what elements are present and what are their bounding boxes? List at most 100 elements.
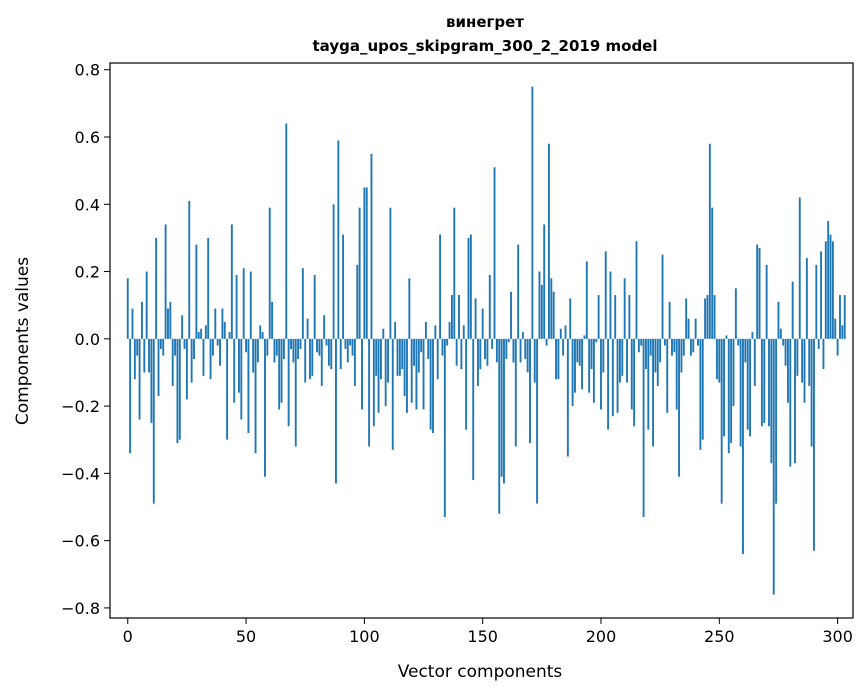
y-axis-ticks: −0.8 −0.6 −0.4 −0.2 0.0 0.2 0.4 0.6 0.8 [61, 61, 110, 618]
bar [824, 241, 827, 339]
bar [727, 338, 730, 454]
bar [292, 338, 295, 363]
bar [240, 338, 243, 420]
chart-title-line-2: tayga_upos_skipgram_300_2_2019 model [313, 37, 658, 55]
bar [621, 338, 624, 376]
bar [540, 285, 543, 339]
bar [626, 338, 628, 383]
bar [254, 338, 257, 454]
bar [261, 332, 264, 339]
bar [427, 338, 430, 359]
bar [649, 338, 652, 356]
bar [190, 338, 193, 383]
bar [652, 338, 654, 447]
bar [148, 338, 150, 373]
bar [654, 338, 657, 373]
bar [734, 288, 737, 339]
bar [287, 338, 290, 427]
bar [450, 295, 453, 339]
bar [344, 338, 347, 349]
bar [815, 264, 818, 339]
bar [214, 308, 217, 339]
bar [278, 338, 281, 410]
bar [775, 338, 778, 504]
bar [550, 278, 553, 339]
bar [618, 338, 621, 383]
bar [356, 264, 359, 339]
bar [536, 338, 539, 504]
bar [238, 338, 240, 393]
bar [290, 338, 292, 349]
bar [434, 325, 437, 339]
bar [446, 338, 449, 346]
bar [699, 338, 702, 450]
bar [167, 308, 169, 339]
bar [678, 338, 681, 477]
bar [382, 328, 385, 339]
bar [453, 207, 456, 339]
bar [282, 338, 285, 359]
bar [157, 338, 160, 396]
bar [503, 338, 505, 484]
bar [730, 338, 733, 444]
bar [597, 295, 600, 339]
bar [817, 338, 820, 349]
bar [379, 338, 382, 380]
bar [763, 338, 766, 423]
bar [687, 318, 690, 339]
bar [126, 278, 129, 339]
bar [339, 338, 342, 370]
bar [614, 295, 617, 339]
bar [590, 338, 593, 370]
y-tick-label: 0.2 [75, 263, 100, 282]
bar [557, 338, 560, 380]
bar [607, 338, 610, 430]
bar [377, 338, 380, 413]
bar [671, 338, 673, 356]
x-tick-label: 50 [236, 627, 256, 646]
bar [408, 278, 411, 339]
bar [784, 338, 787, 366]
bar [363, 187, 366, 339]
bar [720, 338, 723, 504]
bar [794, 338, 796, 464]
bar [353, 338, 356, 386]
bar [474, 298, 477, 339]
bar [491, 338, 494, 349]
bar [181, 315, 184, 339]
y-tick-label: 0.8 [75, 61, 100, 80]
bar [285, 123, 288, 339]
bar [521, 332, 524, 339]
bar [682, 338, 685, 356]
bar [803, 338, 806, 403]
bar [242, 268, 245, 339]
bar [216, 338, 219, 346]
bar [294, 338, 297, 447]
bar [417, 338, 420, 373]
bar [318, 338, 321, 356]
bar [152, 338, 155, 504]
x-tick-label: 250 [704, 627, 735, 646]
bar [514, 338, 517, 447]
bar [680, 338, 683, 373]
bar [495, 338, 498, 363]
bar [384, 338, 387, 407]
bar [230, 224, 233, 339]
bar [133, 338, 136, 380]
bar [600, 338, 602, 410]
bar [398, 338, 401, 376]
bar [595, 338, 598, 343]
bar [782, 338, 785, 346]
bar [389, 207, 392, 339]
bar [342, 234, 345, 339]
y-tick-label: 0.6 [75, 128, 100, 147]
bar [477, 338, 479, 386]
bar [197, 332, 200, 339]
bar [162, 338, 165, 356]
bar [145, 271, 148, 339]
bar [169, 301, 172, 339]
bar [633, 338, 636, 427]
bar [685, 298, 688, 339]
x-tick-label: 100 [349, 627, 380, 646]
